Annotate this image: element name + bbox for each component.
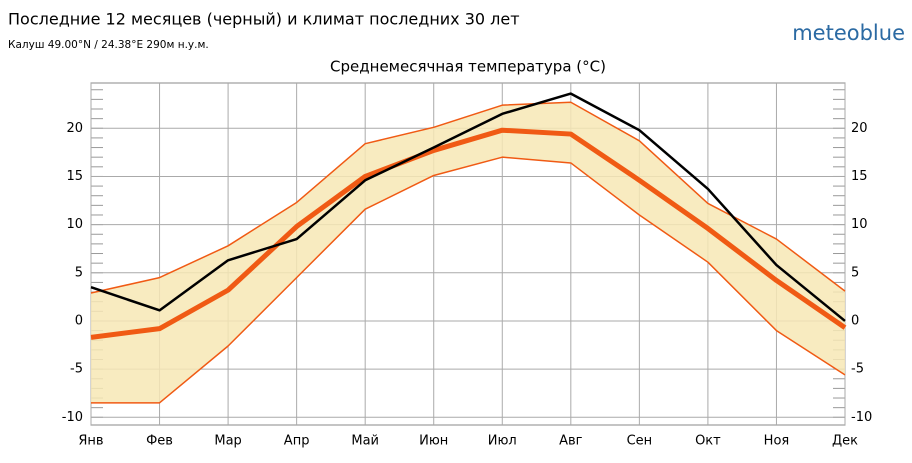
x-tick-label: Июл xyxy=(488,434,517,449)
y-tick-label: 0 xyxy=(75,313,83,328)
y2-tick-label: 15 xyxy=(851,169,868,184)
x-tick-label: Окт xyxy=(695,434,721,449)
x-tick-label: Дек xyxy=(832,434,858,449)
x-tick-label: Ноя xyxy=(764,434,790,449)
x-tick-label: Апр xyxy=(284,434,310,449)
y-tick-label: -5 xyxy=(70,362,83,377)
y2-tick-label: 5 xyxy=(851,265,859,280)
series-line xyxy=(90,127,847,340)
location: Калуш 49.00°N / 24.38°E 290м н.у.м. xyxy=(8,39,209,51)
y2-tick-label: 0 xyxy=(851,313,859,328)
y-tick-label: 5 xyxy=(75,265,83,280)
x-tick-label: Сен xyxy=(627,434,653,449)
band-lower xyxy=(91,156,846,404)
page-title: Последние 12 месяцев (черный) и климат п… xyxy=(8,10,520,29)
chart-title: Среднемесячная температура (°C) xyxy=(330,58,606,76)
x-tick-label: Май xyxy=(351,434,379,449)
y2-tick-label: 10 xyxy=(851,217,868,232)
x-tick-label: Фев xyxy=(146,434,173,449)
x-tick-label: Авг xyxy=(559,434,583,449)
x-tick-label: Янв xyxy=(78,434,103,449)
range-band xyxy=(91,102,845,403)
y-tick-label: 15 xyxy=(66,169,83,184)
y-tick-label: 20 xyxy=(66,121,83,136)
logo: meteoblue xyxy=(792,21,905,45)
y2-tick-label: 20 xyxy=(851,121,868,136)
x-tick-label: Июн xyxy=(419,434,448,449)
y-tick-label: -10 xyxy=(62,410,83,425)
x-tick-label: Мар xyxy=(214,434,241,449)
y-tick-label: 10 xyxy=(66,217,83,232)
band-upper xyxy=(90,101,846,294)
series-line xyxy=(90,92,846,322)
y2-tick-label: -5 xyxy=(851,362,864,377)
y2-tick-label: -10 xyxy=(851,410,872,425)
